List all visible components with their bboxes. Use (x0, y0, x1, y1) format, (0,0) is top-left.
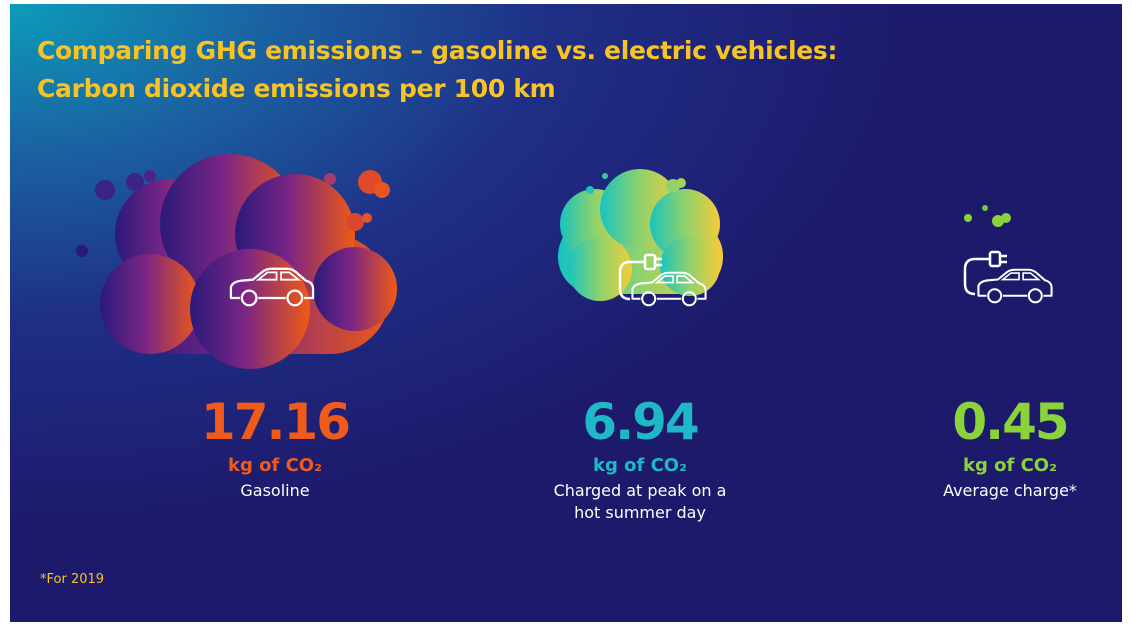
plug-icon (618, 253, 662, 301)
stat-unit: kg of CO₂ (228, 455, 322, 476)
stat-label: Average charge* (943, 481, 1077, 500)
plug-icon (963, 250, 1007, 296)
stat-unit: kg of CO₂ (593, 455, 687, 476)
title-line: Carbon dioxide emissions per 100 km (37, 74, 556, 103)
peak-puffs (586, 173, 686, 194)
stat-value: 6.94 (582, 393, 699, 451)
stat-label: Charged at peak on a hot summer day (553, 481, 727, 522)
stat-unit: kg of CO₂ (963, 455, 1057, 476)
stat-value: 17.16 (200, 393, 351, 451)
footnote: *For 2019 (40, 572, 105, 587)
title-line: Comparing GHG emissions – gasoline vs. e… (37, 36, 838, 65)
car-icon (977, 268, 1053, 304)
average-puffs (964, 205, 1011, 227)
stat-label: Gasoline (240, 481, 310, 500)
stat-value: 0.45 (952, 393, 1069, 451)
stat: 17.16 kg of CO₂ Gasoline (145, 392, 405, 502)
gasoline-cloud (100, 154, 397, 369)
artwork (76, 154, 1053, 369)
infographic: Comparing GHG emissions – gasoline vs. e… (10, 4, 1122, 622)
gasoline-puffs (76, 170, 390, 257)
peak-cloud (558, 169, 723, 301)
stat: 0.45 kg of CO₂ Average charge* (880, 392, 1122, 502)
stat: 6.94 kg of CO₂ Charged at peak on a hot … (510, 392, 770, 524)
